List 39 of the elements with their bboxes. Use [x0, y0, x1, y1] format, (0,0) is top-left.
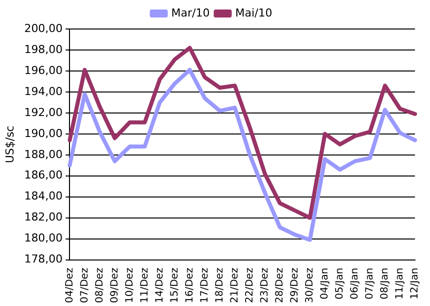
x-tick-label: 08/Jan [380, 268, 391, 300]
x-tick-label: 30/Dez [304, 268, 316, 304]
x-tick-label: 17/Dez [199, 268, 210, 304]
y-tick-label: 182,00 [24, 210, 63, 224]
x-tick-label: 04/Dez [64, 268, 76, 304]
y-tick-label: 196,00 [24, 64, 63, 77]
x-tick-label: 22/Dez [244, 268, 256, 304]
x-tick-label: 10/Dez [124, 268, 136, 304]
x-tick-label: 29/Dez [289, 268, 300, 304]
x-tick-label: 07/Dez [79, 268, 90, 304]
x-tick-label: 14/Dez [154, 268, 166, 304]
x-tick-label: 07/Jan [364, 268, 376, 300]
legend-label: Mar/10 [171, 6, 210, 20]
y-tick-label: 178,00 [24, 252, 63, 266]
x-tick-label: 21/Dez [229, 268, 240, 304]
y-axis-title: US$/sc [3, 126, 16, 164]
legend-label: Mai/10 [235, 6, 272, 20]
x-tick-label: 12/Jan [410, 268, 421, 300]
x-tick-label: 11/Dez [139, 268, 150, 304]
y-tick-label: 186,00 [24, 168, 63, 182]
x-tick-label: 04/Jan [320, 268, 331, 300]
x-tick-label: 08/Dez [94, 268, 106, 304]
x-tick-label: 28/Dez [274, 268, 286, 304]
y-tick-label: 190,00 [24, 126, 63, 140]
y-tick-label: 180,00 [24, 232, 63, 245]
x-tick-label: 11/Jan [394, 268, 406, 300]
y-tick-label: 198,00 [24, 42, 63, 56]
x-tick-label: 09/Dez [109, 268, 120, 304]
y-tick-label: 184,00 [24, 190, 63, 203]
y-tick-label: 188,00 [24, 148, 63, 161]
y-tick-label: 200,00 [24, 22, 63, 35]
x-tick-label: 05/Jan [334, 268, 346, 300]
y-tick-label: 194,00 [24, 84, 63, 98]
x-tick-label: 18/Dez [214, 268, 226, 304]
x-tick-label: 06/Jan [350, 268, 361, 300]
y-tick-label: 192,00 [24, 106, 63, 119]
x-tick-label: 16/Dez [184, 268, 196, 304]
x-tick-label: 15/Dez [169, 268, 180, 304]
x-tick-label: 23/Dez [259, 268, 270, 304]
